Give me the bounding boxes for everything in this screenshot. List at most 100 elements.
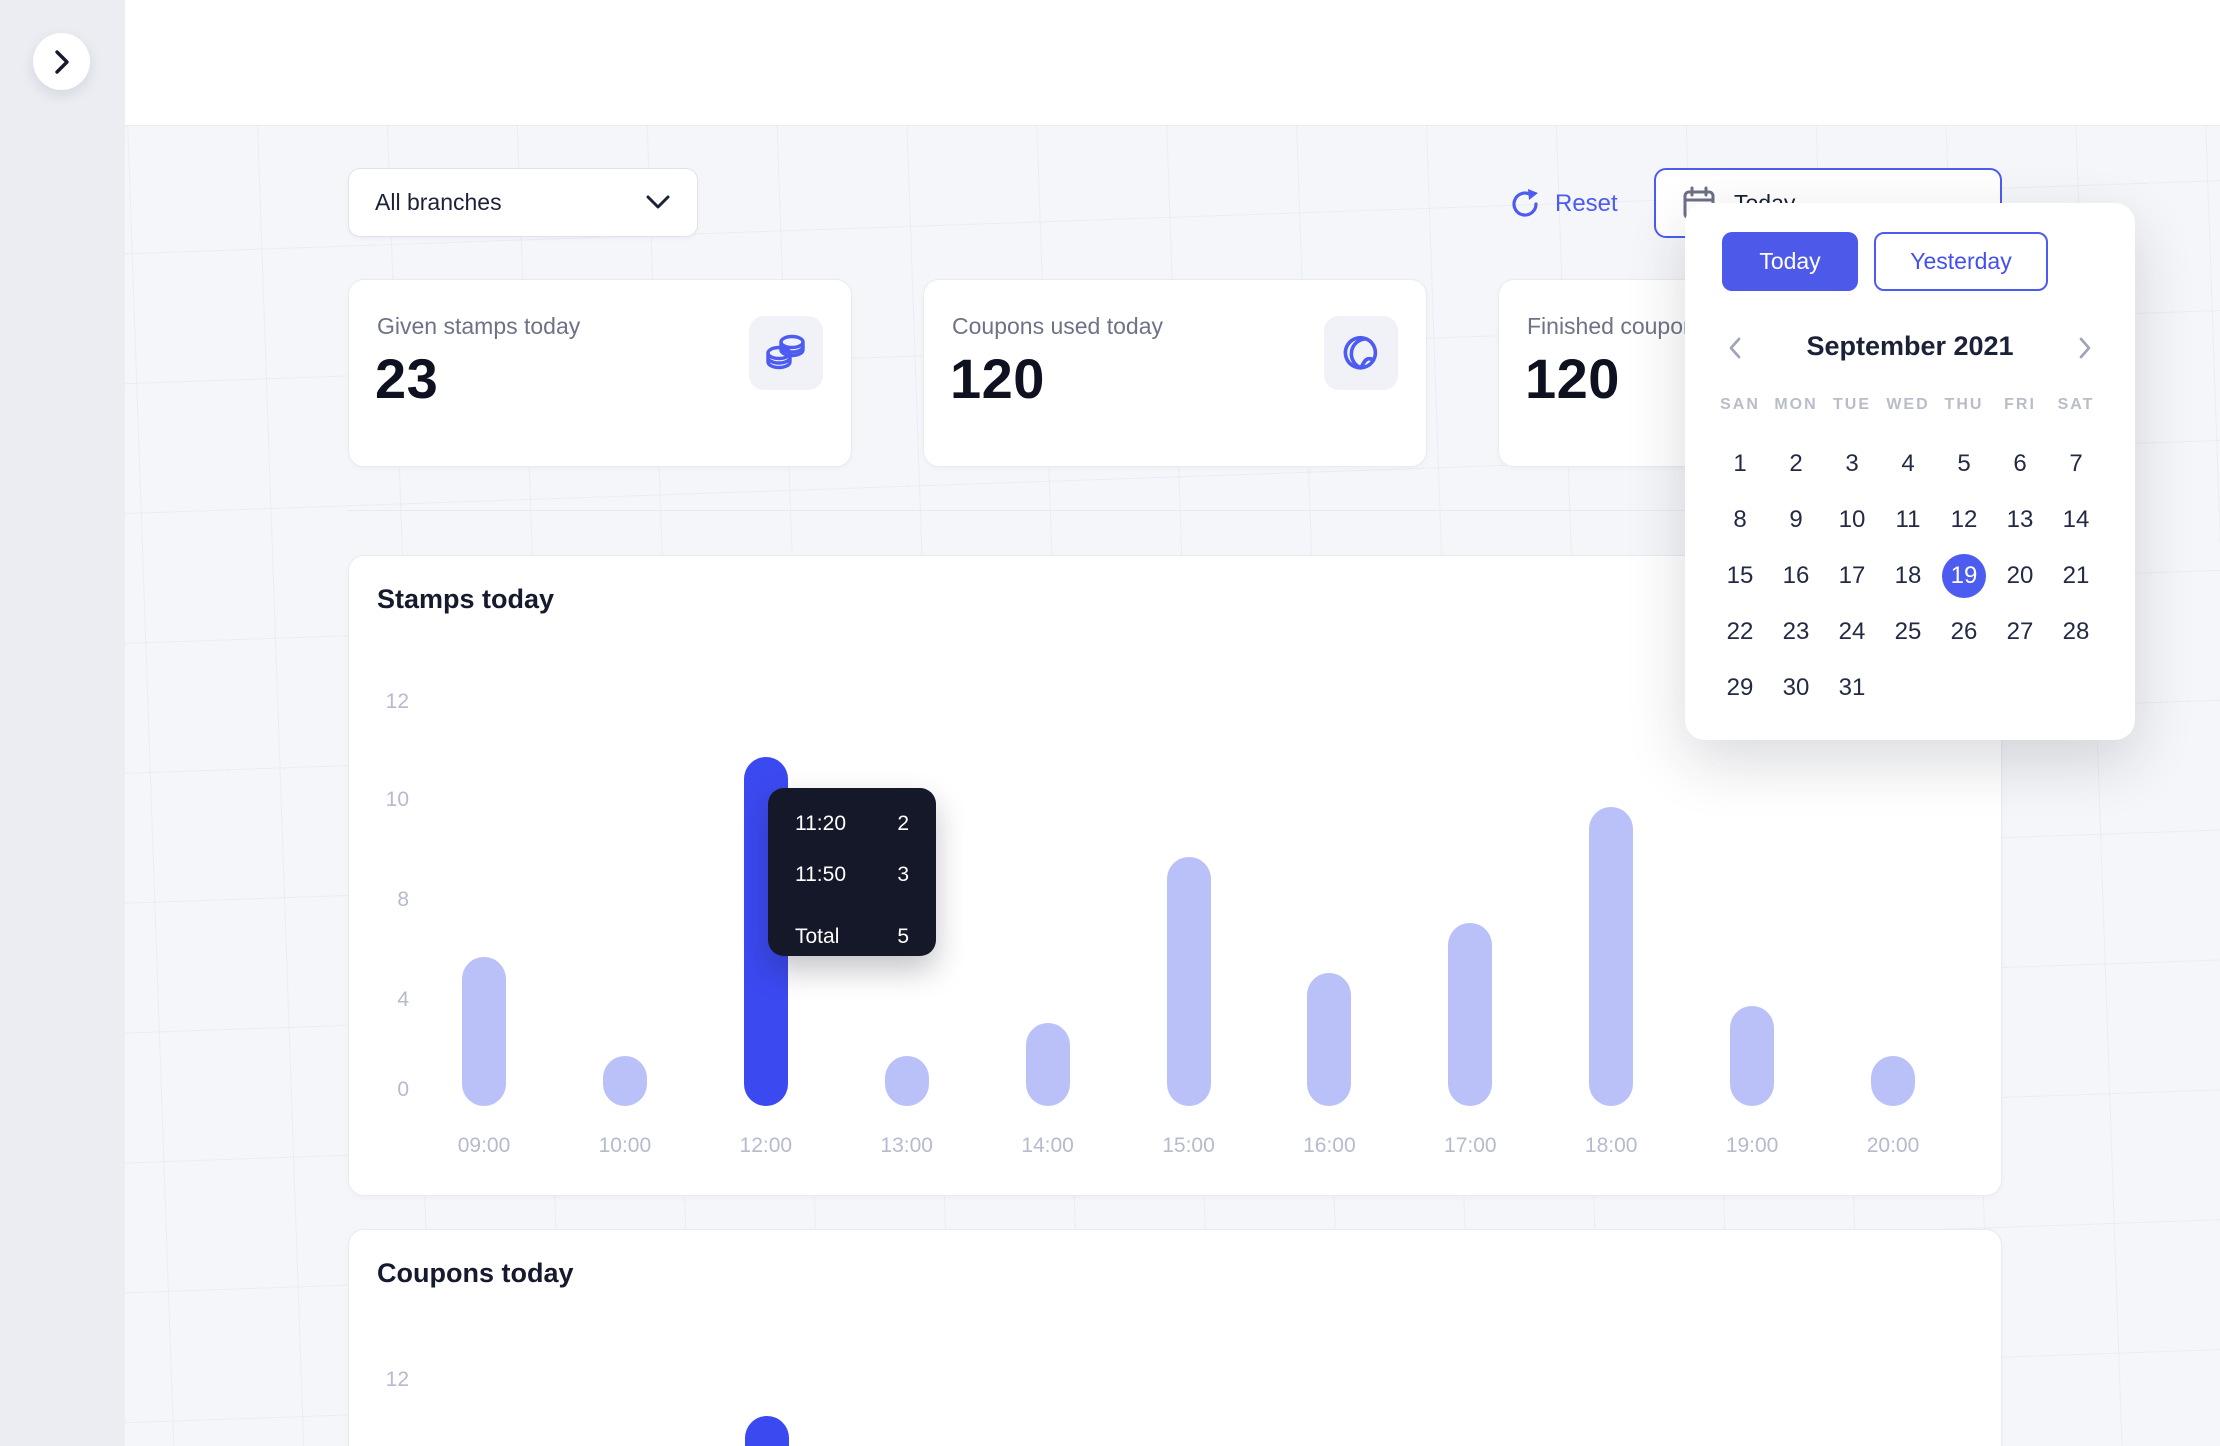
quick-select-yesterday-button[interactable]: Yesterday: [1874, 232, 2048, 291]
quick-select-today-button[interactable]: Today: [1722, 232, 1858, 291]
bar-10:00[interactable]: [602, 1056, 647, 1106]
datepicker-popover: Today Yesterday September 2021 SAN MON TUE…: [1685, 203, 2135, 740]
calendar-day-9[interactable]: 9: [1789, 506, 1803, 533]
chart-title: Coupons today: [377, 1258, 574, 1288]
chevron-right-icon: [2079, 337, 2091, 359]
header: [125, 0, 2220, 125]
y-tick: 12: [385, 1368, 409, 1391]
calendar-days-grid: 1 2 3 4 5 6 7 8 9 10 11 12 13 14 15 16 17 18 19 20 21 22 23 24 2…: [1718, 442, 2098, 710]
stat-value: 23: [375, 347, 439, 410]
y-tick: 0: [397, 1078, 409, 1101]
weekday-label: TUE: [1833, 396, 1871, 413]
calendar-day-11[interactable]: 11: [1895, 506, 1921, 533]
bar-20:00[interactable]: [1871, 1056, 1915, 1106]
calendar-day-6[interactable]: 6: [2013, 450, 2027, 477]
calendar-day-19[interactable]: 19: [1942, 554, 1986, 598]
bar-13:00[interactable]: [884, 1056, 929, 1106]
weekday-label: SAN: [1720, 396, 1760, 413]
calendar-day-31[interactable]: 31: [1838, 674, 1866, 701]
prev-month-button[interactable]: [1717, 333, 1753, 363]
calendar-day-2[interactable]: 2: [1789, 450, 1803, 477]
branch-select-value: All branches: [375, 189, 502, 215]
sticker-icon: [1324, 316, 1398, 390]
sidebar: [0, 0, 125, 1446]
calendar-day-30[interactable]: 30: [1782, 674, 1810, 701]
calendar-day-10[interactable]: 10: [1838, 506, 1866, 533]
y-tick: 4: [397, 988, 409, 1011]
x-tick: 17:00: [1444, 1134, 1497, 1157]
calendar-day-13[interactable]: 13: [2006, 506, 2034, 533]
bar-16:00[interactable]: [1307, 973, 1352, 1106]
calendar-weekday-header: SAN MON TUE WED THU FRI SAT: [1718, 396, 2098, 414]
x-tick: 12:00: [739, 1134, 793, 1157]
tooltip-total-row: Total 5: [795, 925, 909, 948]
y-tick: 10: [385, 788, 409, 811]
reset-icon: [1512, 189, 1538, 217]
tooltip-row: 11:50 3: [795, 863, 909, 886]
bar-15:00[interactable]: [1166, 857, 1211, 1106]
calendar-day-5[interactable]: 5: [1957, 450, 1971, 477]
x-tick: 09:00: [457, 1134, 511, 1157]
calendar-day-8[interactable]: 8: [1733, 506, 1747, 533]
chart-title: Stamps today: [377, 584, 555, 614]
branch-select[interactable]: All branches: [348, 168, 698, 237]
x-tick: 14:00: [1021, 1134, 1074, 1157]
calendar-day-26[interactable]: 26: [1950, 618, 1978, 645]
stamps-today-card: Stamps today 12 10 8 4 0 09:00 10:00 12:00 13:0…: [348, 555, 2002, 1196]
calendar-day-18[interactable]: 18: [1894, 562, 1922, 589]
x-tick: 10:00: [598, 1134, 652, 1157]
calendar-day-12[interactable]: 12: [1950, 506, 1978, 533]
calendar-day-7[interactable]: 7: [2069, 450, 2083, 477]
weekday-label: THU: [1944, 396, 1984, 413]
y-tick: 12: [385, 690, 409, 713]
calendar-day-21[interactable]: 21: [2062, 562, 2090, 589]
chevron-down-icon: [646, 195, 670, 209]
stat-card-coupons-used: Coupons used today 120: [923, 279, 1427, 467]
coins-icon: [749, 316, 823, 390]
reset-button[interactable]: Reset: [1508, 184, 1618, 224]
stat-label: Coupons used today: [952, 313, 1163, 339]
bar-14:00[interactable]: [1025, 1023, 1070, 1106]
weekday-label: SAT: [2057, 396, 2095, 413]
coupons-today-card: Coupons today 12: [348, 1229, 2002, 1446]
calendar-day-4[interactable]: 4: [1901, 450, 1915, 477]
tooltip-row: 11:20 2: [795, 812, 909, 835]
calendar-day-15[interactable]: 15: [1726, 562, 1754, 589]
calendar-month-label: September 2021: [1806, 331, 2014, 361]
bar-17:00[interactable]: [1448, 923, 1493, 1106]
coupons-bar[interactable]: [745, 1416, 789, 1446]
calendar-day-14[interactable]: 14: [2062, 506, 2090, 533]
stat-value: 120: [950, 347, 1045, 410]
calendar-day-27[interactable]: 27: [2006, 618, 2034, 645]
calendar-day-22[interactable]: 22: [1726, 618, 1754, 645]
calendar-day-24[interactable]: 24: [1838, 618, 1866, 645]
x-tick: 19:00: [1725, 1134, 1779, 1157]
x-tick: 16:00: [1303, 1134, 1356, 1157]
bar-09:00[interactable]: [462, 956, 506, 1106]
y-tick: 8: [397, 888, 409, 911]
chevron-left-icon: [1729, 337, 1741, 359]
calendar-day-3[interactable]: 3: [1845, 450, 1859, 477]
calendar-day-28[interactable]: 28: [2062, 618, 2090, 645]
calendar-day-20[interactable]: 20: [2006, 562, 2034, 589]
weekday-label: FRI: [2004, 396, 2036, 413]
calendar-day-29[interactable]: 29: [1726, 674, 1754, 701]
calendar-day-17[interactable]: 17: [1838, 562, 1866, 589]
stat-label: Given stamps today: [377, 313, 581, 339]
x-tick: 13:00: [880, 1134, 933, 1157]
stat-value: 120: [1525, 347, 1620, 410]
x-tick: 18:00: [1584, 1134, 1638, 1157]
next-month-button[interactable]: [2067, 333, 2103, 363]
chart-tooltip: 11:20 2 11:50 3 Total 5: [768, 788, 936, 956]
reset-label: Reset: [1555, 190, 1618, 217]
calendar-day-25[interactable]: 25: [1894, 618, 1922, 645]
calendar-day-23[interactable]: 23: [1782, 618, 1810, 645]
stat-card-given-stamps: Given stamps today 23: [348, 279, 852, 467]
calendar-day-16[interactable]: 16: [1782, 562, 1810, 589]
sidebar-collapse-button[interactable]: [33, 33, 90, 90]
bar-19:00[interactable]: [1730, 1006, 1775, 1106]
bar-18:00[interactable]: [1589, 807, 1634, 1106]
calendar-day-1[interactable]: 1: [1733, 450, 1747, 477]
weekday-label: MON: [1774, 396, 1818, 413]
